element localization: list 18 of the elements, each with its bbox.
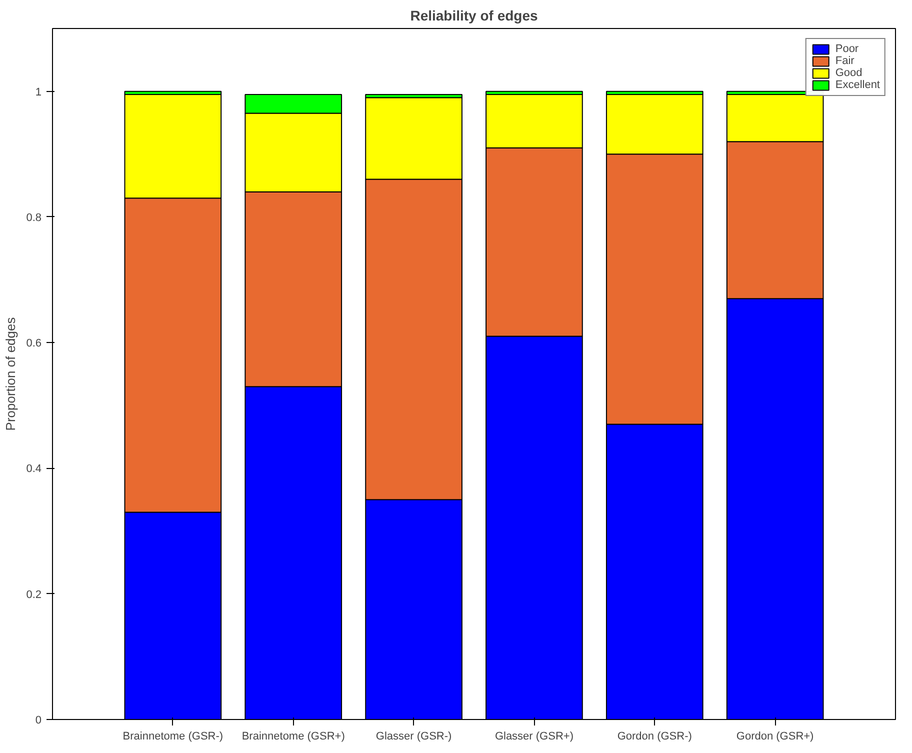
- x-tick-label: Brainnetome (GSR-): [122, 730, 224, 742]
- y-tick-label: 0.4: [26, 463, 42, 476]
- chart-title: Reliability of edges: [410, 8, 538, 24]
- y-tick-label: 0.2: [26, 588, 42, 601]
- x-tick-label: Glasser (GSR-): [376, 730, 452, 742]
- x-tick-label: Gordon (GSR+): [736, 730, 814, 742]
- y-axis-title: Proportion of edges: [3, 316, 18, 431]
- legend-label: Fair: [835, 55, 856, 67]
- y-tick-label: 0.8: [26, 212, 42, 224]
- y-tick-label: 0.6: [26, 338, 42, 350]
- legend-label: Excellent: [835, 79, 880, 91]
- y-tick-label: 0: [35, 714, 42, 726]
- legend-label: Poor: [835, 43, 859, 55]
- legend-label: Good: [835, 67, 862, 79]
- x-tick-label: Brainnetome (GSR+): [242, 730, 345, 742]
- x-tick-label: Gordon (GSR-): [617, 730, 692, 742]
- y-tick-label: 1: [35, 86, 42, 98]
- x-tick-label: Glasser (GSR+): [494, 730, 574, 742]
